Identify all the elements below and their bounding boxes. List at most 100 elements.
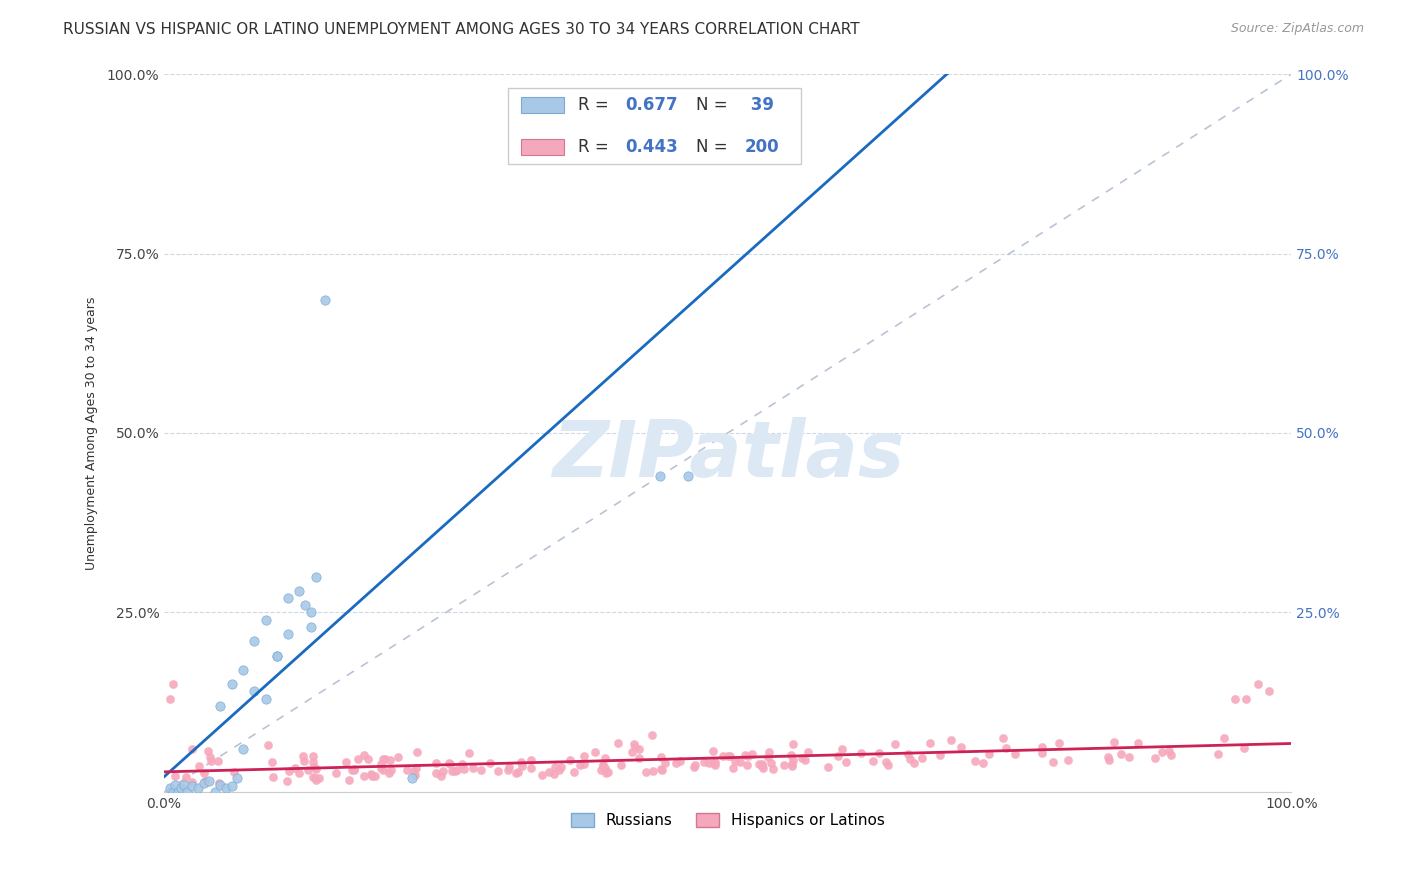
Y-axis label: Unemployment Among Ages 30 to 34 years: Unemployment Among Ages 30 to 34 years	[86, 296, 98, 570]
Point	[194, 773, 217, 788]
Point	[396, 763, 419, 777]
Point	[470, 764, 492, 778]
Point	[834, 755, 856, 769]
Point	[928, 747, 950, 762]
Point	[752, 761, 775, 775]
Point	[221, 677, 243, 691]
Text: 0.443: 0.443	[626, 138, 678, 156]
Point	[405, 745, 427, 759]
Point	[302, 759, 325, 773]
Point	[180, 741, 202, 756]
Point	[198, 750, 221, 764]
Point	[444, 764, 467, 778]
Point	[595, 751, 617, 765]
Point	[159, 781, 181, 796]
Point	[751, 756, 773, 771]
Point	[243, 634, 266, 648]
Point	[650, 763, 672, 777]
Point	[193, 765, 215, 780]
Point	[704, 755, 727, 769]
Point	[1206, 747, 1229, 761]
Point	[643, 764, 665, 778]
Point	[170, 781, 193, 796]
Point	[401, 771, 423, 785]
Text: RUSSIAN VS HISPANIC OR LATINO UNEMPLOYMENT AMONG AGES 30 TO 34 YEARS CORRELATION: RUSSIAN VS HISPANIC OR LATINO UNEMPLOYME…	[63, 22, 860, 37]
Point	[335, 755, 357, 769]
Point	[1109, 747, 1132, 762]
Point	[595, 765, 617, 780]
Point	[243, 684, 266, 698]
Point	[425, 756, 447, 770]
Point	[446, 763, 468, 777]
Point	[353, 748, 375, 763]
Point	[405, 761, 427, 775]
Point	[360, 767, 382, 781]
Point	[1004, 747, 1026, 761]
Point	[340, 763, 363, 777]
Point	[451, 757, 474, 772]
Text: 200: 200	[745, 138, 779, 156]
Point	[721, 761, 744, 775]
Point	[380, 753, 402, 767]
Point	[458, 746, 481, 760]
Point	[1031, 746, 1053, 760]
Point	[683, 757, 706, 772]
Point	[558, 753, 581, 767]
Point	[187, 781, 209, 796]
Point	[950, 740, 973, 755]
Point	[193, 776, 215, 790]
Point	[704, 757, 727, 772]
Point	[197, 744, 219, 758]
Point	[728, 755, 751, 769]
Text: ZIPatlas: ZIPatlas	[551, 417, 904, 492]
Point	[305, 569, 328, 583]
Point	[288, 583, 311, 598]
Point	[343, 762, 366, 776]
Point	[609, 757, 631, 772]
Point	[1031, 739, 1053, 754]
Point	[301, 748, 323, 763]
Point	[724, 754, 747, 768]
Point	[166, 785, 188, 799]
Point	[817, 760, 839, 774]
Point	[305, 773, 328, 788]
Point	[993, 731, 1015, 745]
Point	[920, 736, 942, 750]
FancyBboxPatch shape	[522, 97, 564, 112]
Point	[550, 760, 572, 774]
Point	[568, 758, 591, 772]
Point	[797, 745, 820, 759]
Point	[1056, 753, 1078, 767]
Point	[262, 755, 284, 769]
Point	[1118, 750, 1140, 764]
Point	[209, 778, 232, 792]
Point	[159, 691, 181, 706]
Point	[748, 757, 770, 772]
Point	[624, 739, 647, 754]
Point	[717, 749, 740, 764]
Point	[977, 747, 1000, 761]
Point	[1159, 744, 1181, 758]
Point	[668, 754, 690, 768]
Point	[277, 764, 299, 778]
Point	[439, 756, 461, 771]
Point	[173, 778, 195, 792]
Point	[209, 698, 232, 713]
Point	[585, 745, 607, 759]
Point	[364, 769, 387, 783]
Point	[353, 769, 375, 783]
Point	[378, 765, 401, 780]
Point	[496, 763, 519, 777]
Point	[524, 88, 547, 103]
Point	[697, 756, 720, 771]
Point	[198, 774, 221, 789]
Point	[794, 753, 817, 767]
Point	[941, 733, 963, 747]
Point	[1160, 747, 1182, 762]
Point	[371, 763, 394, 777]
Point	[266, 648, 288, 663]
Point	[589, 763, 612, 777]
Point	[876, 758, 898, 772]
Point	[620, 745, 643, 759]
Point	[1097, 750, 1119, 764]
